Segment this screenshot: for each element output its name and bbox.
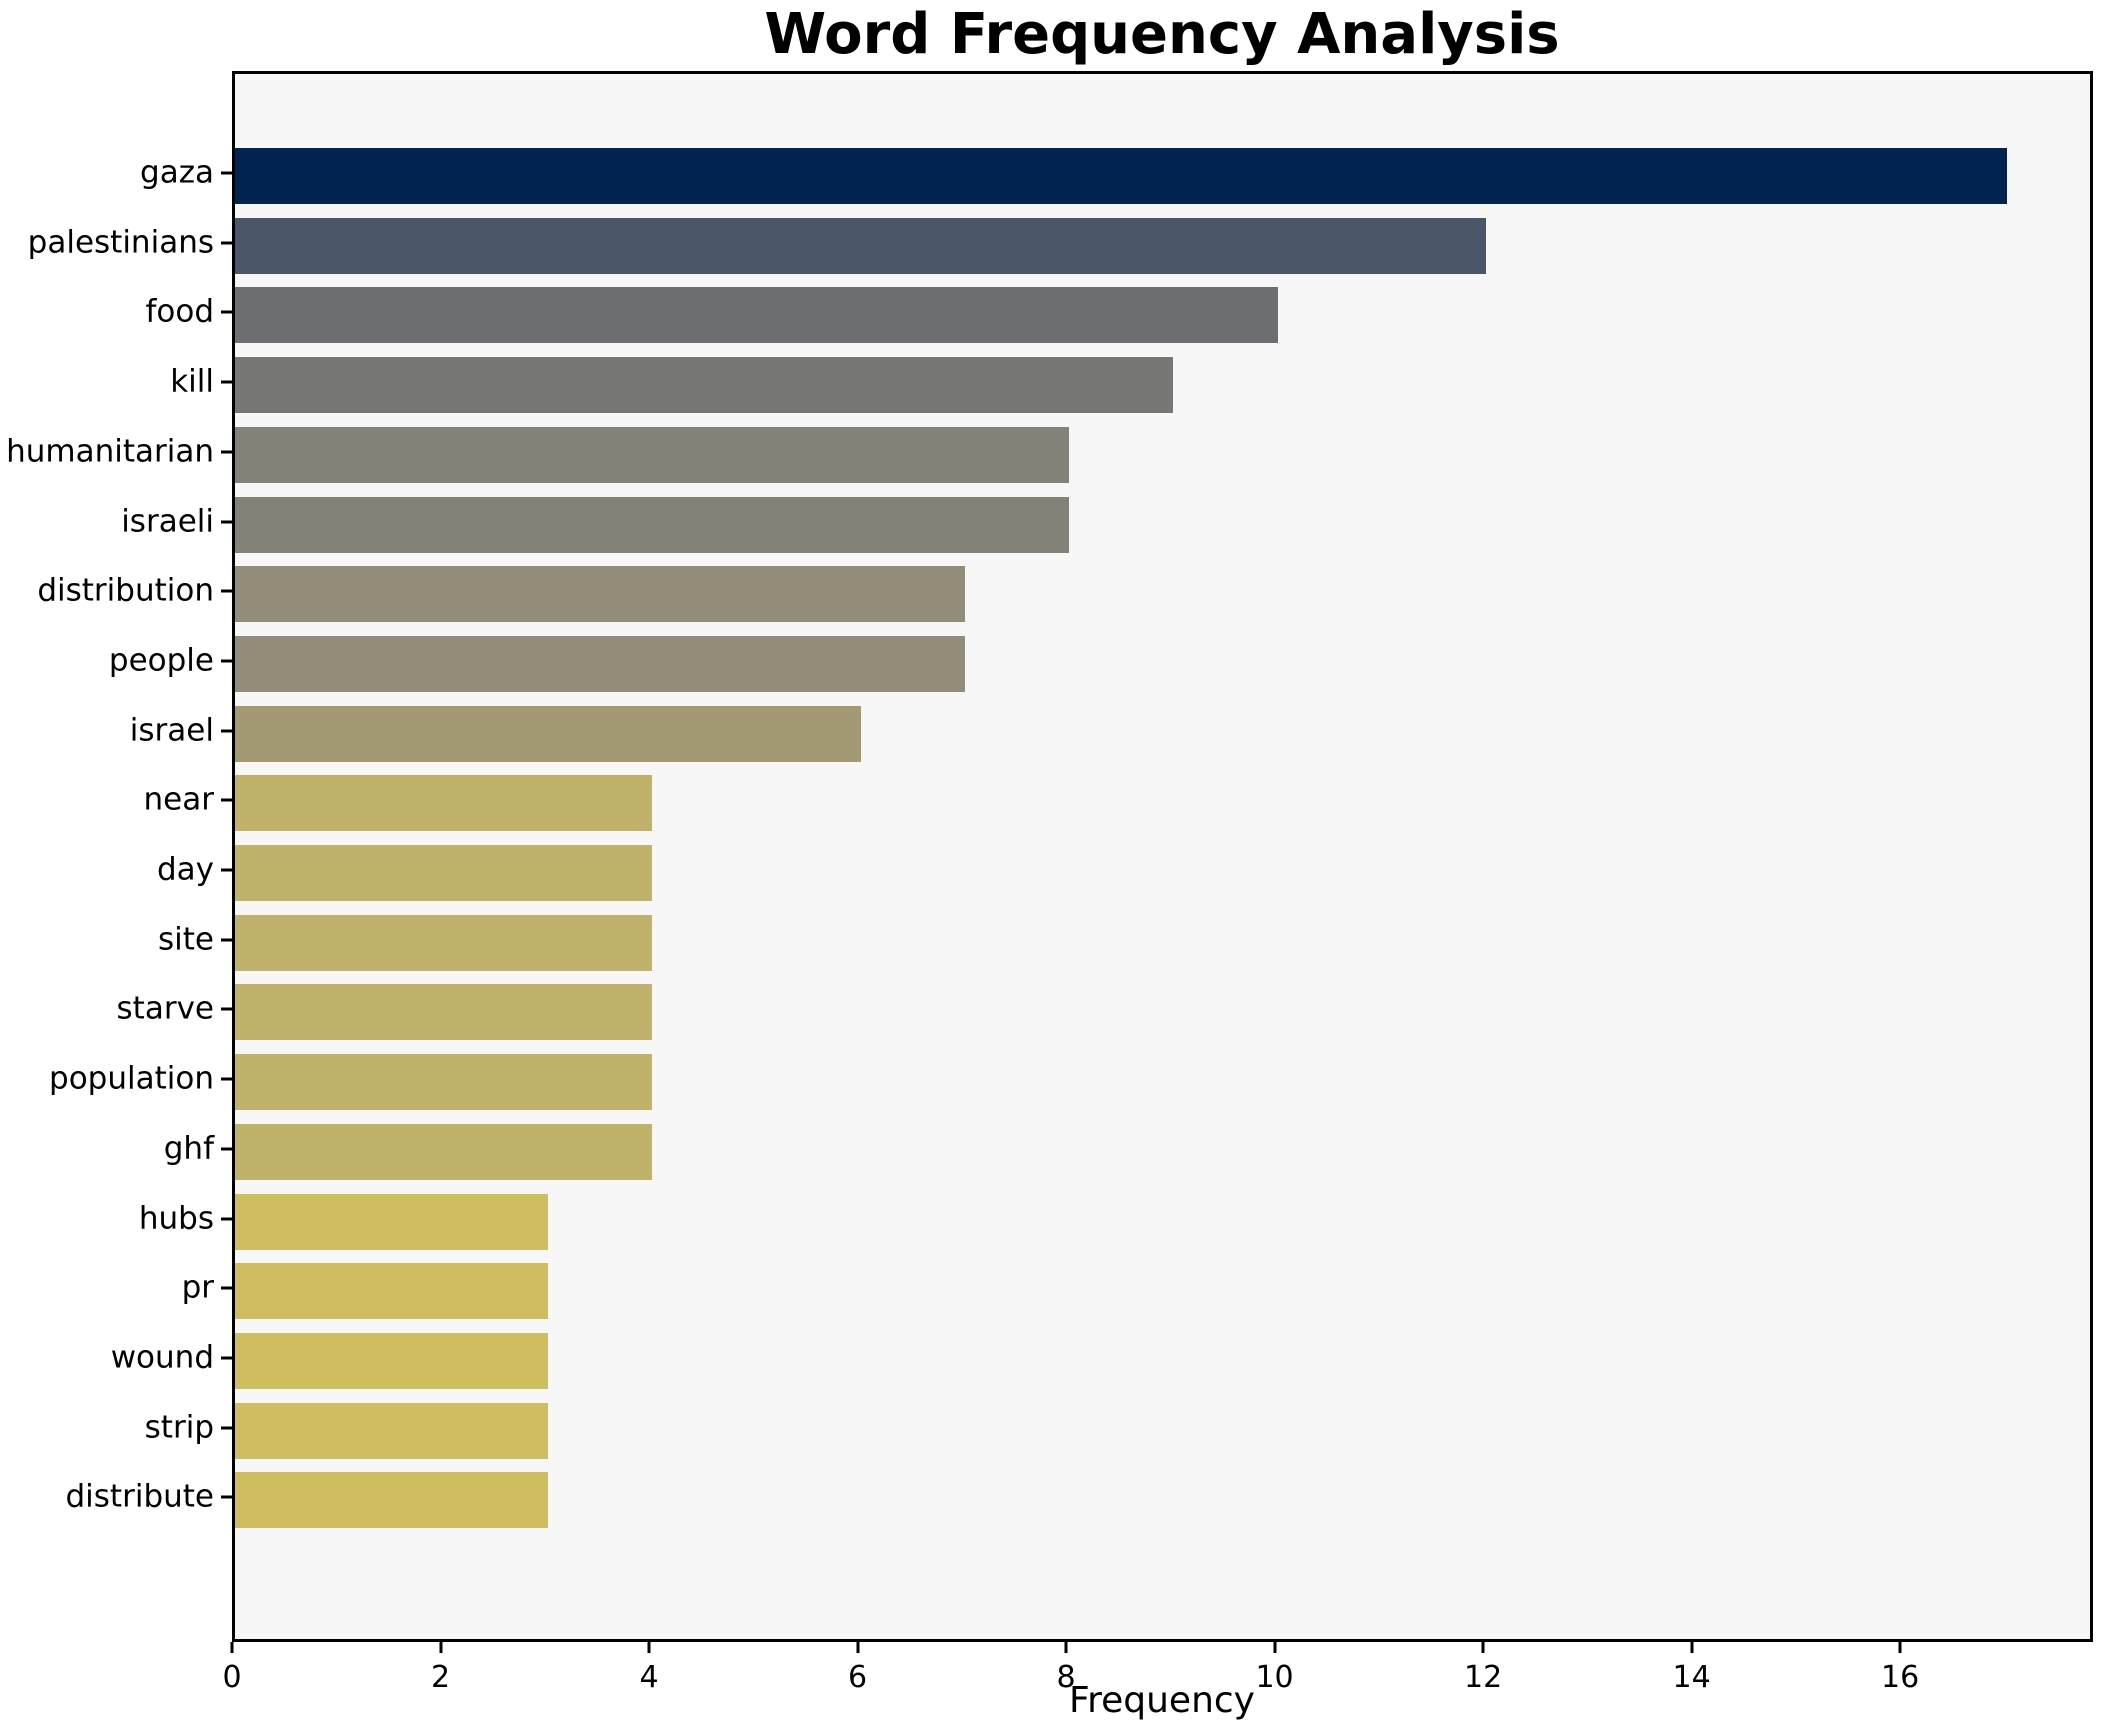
y-tick-label-israeli: israeli: [121, 503, 214, 539]
bar-population: [235, 1054, 652, 1111]
bar-strip: [235, 1402, 548, 1459]
y-tick-label-near: near: [143, 781, 214, 818]
y-tick-label-strip: strip: [144, 1409, 214, 1446]
x-tick-label-16: 16: [1881, 1660, 1920, 1695]
y-tick-label-israel: israel: [129, 712, 214, 749]
x-tick-label-14: 14: [1672, 1660, 1711, 1695]
bar-humanitarian: [235, 426, 1069, 483]
y-tick-mark: [221, 380, 232, 384]
chart-title: Word Frequency Analysis: [764, 2, 1560, 67]
bar-distribute: [235, 1472, 548, 1529]
x-tick-mark: [439, 1642, 442, 1653]
y-tick-mark: [221, 171, 232, 175]
x-tick-label-0: 0: [222, 1660, 242, 1695]
y-tick-mark: [221, 938, 232, 942]
y-tick-mark: [221, 450, 232, 454]
x-tick-label-2: 2: [430, 1660, 451, 1695]
x-tick-mark: [1273, 1642, 1277, 1653]
x-tick-label-6: 6: [847, 1660, 868, 1695]
y-tick-mark: [221, 1147, 232, 1151]
y-tick-mark: [221, 729, 232, 733]
x-tick-mark: [1481, 1642, 1485, 1653]
y-tick-label-pr: pr: [181, 1269, 214, 1306]
bar-near: [235, 775, 652, 832]
bar-ghf: [235, 1123, 652, 1180]
bar-food: [235, 287, 1278, 344]
x-tick-mark: [230, 1642, 234, 1653]
y-tick-label-distribute: distribute: [65, 1478, 214, 1515]
y-tick-label-distribution: distribution: [37, 572, 214, 609]
bar-people: [235, 635, 965, 692]
x-tick-mark: [1064, 1642, 1068, 1653]
bar-distribution: [235, 566, 965, 623]
y-tick-label-population: population: [49, 1060, 214, 1097]
y-tick-label-site: site: [158, 921, 214, 958]
bar-day: [235, 845, 652, 901]
bar-palestinians: [235, 217, 1486, 274]
y-tick-mark: [221, 241, 232, 245]
x-tick-mark: [1898, 1642, 1902, 1653]
x-tick-mark: [1690, 1642, 1694, 1653]
y-tick-mark: [221, 1077, 232, 1081]
y-tick-label-palestinians: palestinians: [27, 224, 214, 261]
x-tick-label-8: 8: [1056, 1660, 1076, 1695]
bar-starve: [235, 984, 652, 1041]
bar-israel: [235, 705, 861, 762]
y-tick-mark: [221, 589, 232, 593]
y-tick-label-starve: starve: [116, 990, 214, 1027]
x-axis-label: Frequency: [1069, 1680, 1255, 1721]
bar-pr: [235, 1263, 548, 1320]
y-tick-mark: [221, 1426, 232, 1430]
bar-kill: [235, 357, 1173, 414]
bar-israeli: [235, 496, 1069, 553]
plot-area: [232, 71, 2093, 1642]
y-tick-label-hubs: hubs: [138, 1200, 214, 1236]
y-tick-label-ghf: ghf: [163, 1130, 214, 1167]
y-tick-label-wound: wound: [110, 1339, 214, 1376]
bar-wound: [235, 1332, 548, 1389]
y-tick-mark: [221, 520, 232, 523]
y-tick-mark: [221, 310, 232, 314]
y-tick-label-people: people: [108, 642, 214, 679]
bar-hubs: [235, 1193, 548, 1250]
x-tick-label-10: 10: [1255, 1660, 1294, 1695]
y-tick-mark: [221, 1217, 232, 1220]
y-tick-mark: [221, 1007, 232, 1011]
y-tick-mark: [221, 1356, 232, 1360]
y-tick-mark: [221, 798, 232, 802]
x-tick-label-4: 4: [639, 1660, 659, 1695]
y-tick-label-day: day: [156, 851, 214, 888]
y-tick-mark: [221, 1286, 232, 1290]
y-tick-mark: [221, 659, 232, 663]
y-tick-mark: [221, 1495, 232, 1499]
y-tick-label-gaza: gaza: [140, 154, 214, 191]
x-tick-mark: [647, 1642, 651, 1653]
y-tick-label-humanitarian: humanitarian: [6, 433, 214, 470]
y-tick-label-food: food: [145, 293, 214, 330]
x-tick-label-12: 12: [1463, 1660, 1503, 1695]
y-tick-label-kill: kill: [170, 363, 214, 400]
y-tick-mark: [221, 868, 232, 872]
x-tick-mark: [856, 1642, 860, 1653]
bar-site: [235, 914, 652, 971]
bar-gaza: [235, 148, 2007, 204]
